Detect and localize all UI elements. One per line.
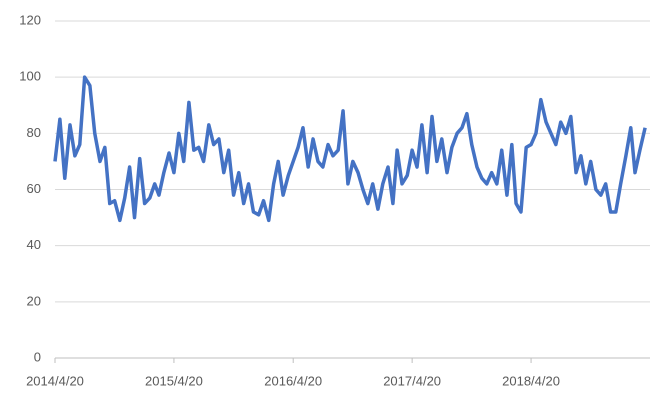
x-tick-label: 2014/4/20 (26, 373, 84, 388)
x-tick-label: 2018/4/20 (502, 373, 560, 388)
y-tick-label: 60 (27, 181, 41, 196)
y-tick-label: 0 (34, 349, 41, 364)
y-tick-label: 120 (19, 12, 41, 27)
x-tick-label: 2016/4/20 (264, 373, 322, 388)
y-tick-label: 40 (27, 237, 41, 252)
y-tick-label: 100 (19, 69, 41, 84)
data-line (53, 75, 647, 223)
x-tick-label: 2015/4/20 (145, 373, 203, 388)
x-tick-label: 2017/4/20 (383, 373, 441, 388)
y-tick-label: 20 (27, 293, 41, 308)
y-tick-label: 80 (27, 125, 41, 140)
